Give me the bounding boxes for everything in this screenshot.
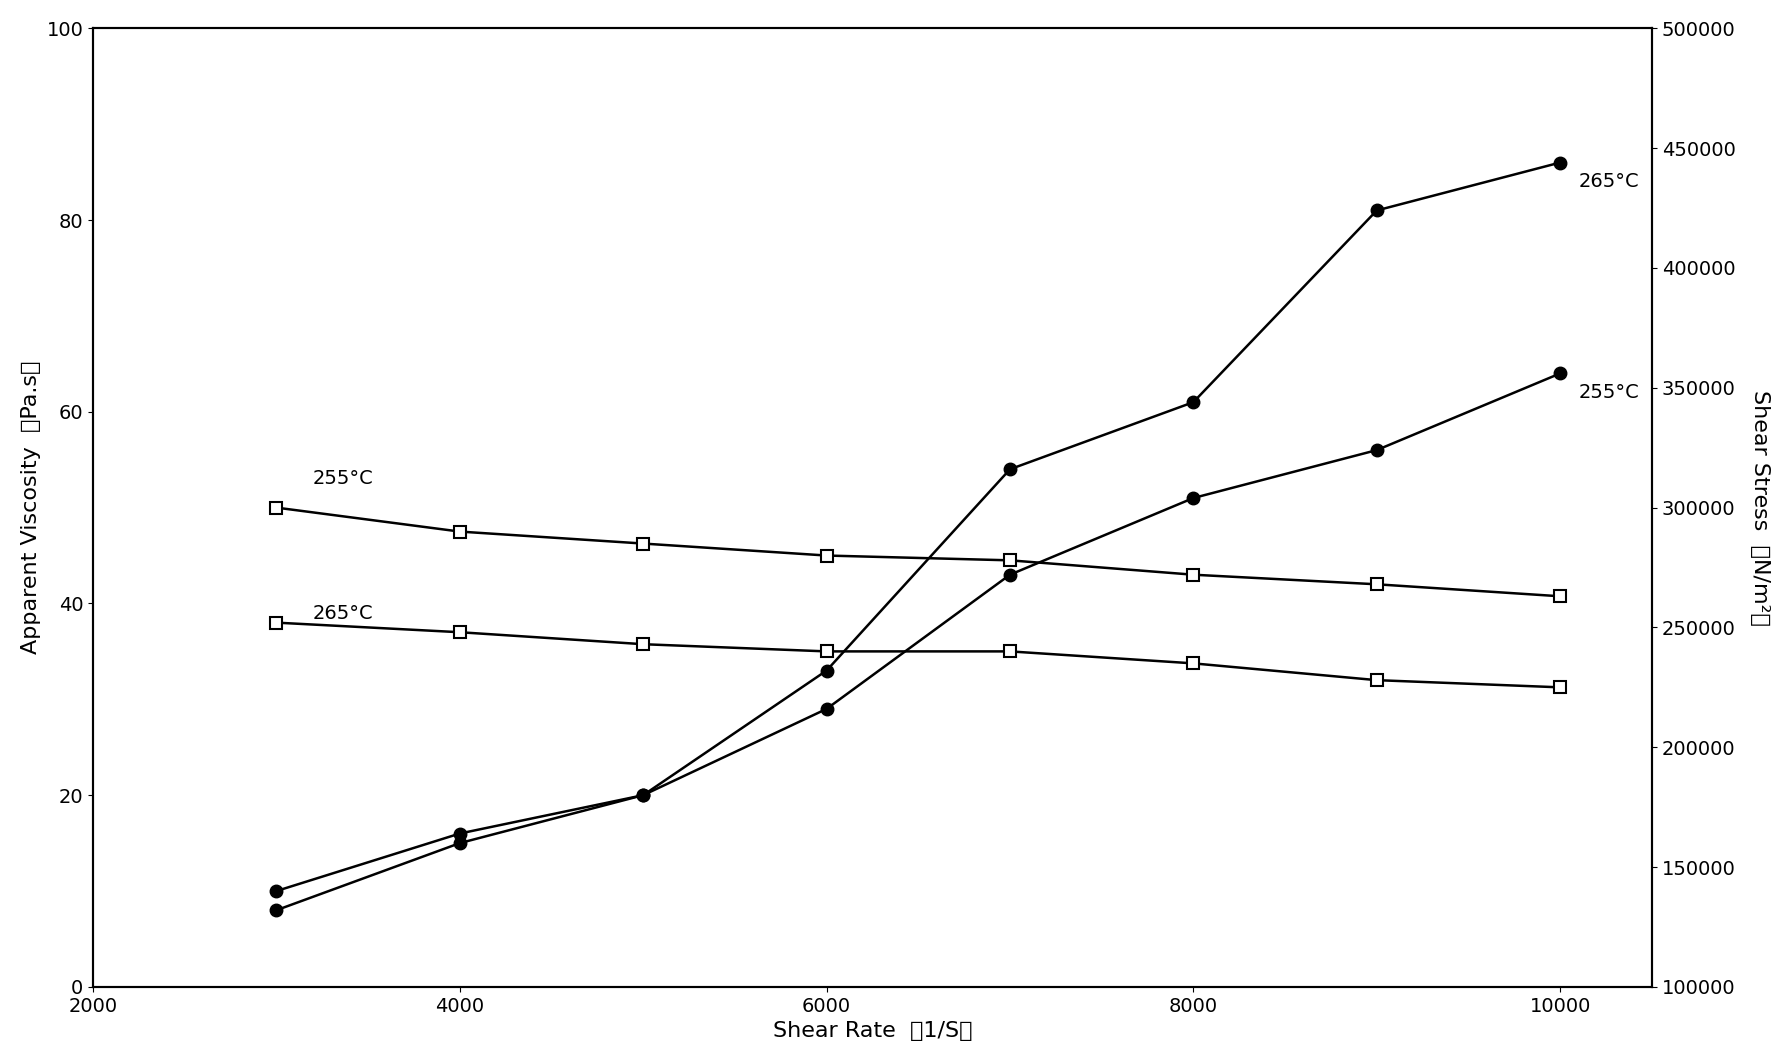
Text: 255°C: 255°C [1578,383,1639,402]
X-axis label: Shear Rate  （1/S）: Shear Rate （1/S） [772,1022,973,1041]
Text: 255°C: 255°C [313,469,374,489]
Y-axis label: Apparent Viscosity  （Pa.s）: Apparent Viscosity （Pa.s） [21,361,41,654]
Text: 265°C: 265°C [313,603,374,622]
Text: 265°C: 265°C [1578,172,1639,191]
Y-axis label: Shear Stress  （N/m²）: Shear Stress （N/m²） [1750,390,1770,626]
